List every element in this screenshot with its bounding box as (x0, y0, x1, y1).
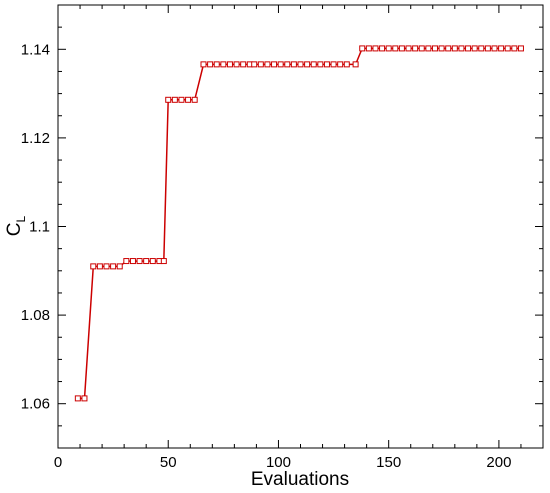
data-point (110, 263, 117, 270)
x-tick-label: 100 (266, 454, 291, 471)
data-point (405, 45, 412, 52)
data-point (240, 61, 247, 68)
axis-ticks (57, 4, 544, 449)
data-point (491, 45, 498, 52)
data-point (317, 61, 324, 68)
data-point (96, 263, 103, 270)
data-point (171, 96, 178, 103)
data-point (103, 263, 110, 270)
data-point (511, 45, 518, 52)
data-point (233, 61, 240, 68)
data-point (116, 263, 123, 270)
data-point (136, 258, 143, 265)
data-point (517, 45, 524, 52)
data-point (418, 45, 425, 52)
data-point (81, 395, 88, 402)
series-markers (74, 45, 524, 402)
y-axis-title: CL (4, 215, 28, 236)
data-point (149, 258, 156, 265)
x-tick-label: 50 (160, 454, 177, 471)
data-point (200, 61, 207, 68)
data-point (425, 45, 432, 52)
y-axis-title-main: C (4, 222, 25, 236)
y-tick-label: 1.06 (21, 396, 50, 413)
data-point (310, 61, 317, 68)
data-point (465, 45, 472, 52)
plot-frame (57, 4, 544, 449)
data-point (220, 61, 227, 68)
data-point (504, 45, 511, 52)
data-point (143, 258, 150, 265)
data-point (330, 61, 337, 68)
data-point (385, 45, 392, 52)
data-point (478, 45, 485, 52)
data-point (178, 96, 185, 103)
data-point (458, 45, 465, 52)
data-point (271, 61, 278, 68)
data-point (213, 61, 220, 68)
data-point (226, 61, 233, 68)
y-axis-title-sub: L (14, 215, 28, 222)
data-point (129, 258, 136, 265)
data-point (398, 45, 405, 52)
data-point (284, 61, 291, 68)
data-point (359, 45, 366, 52)
data-point (304, 61, 311, 68)
data-point (264, 61, 271, 68)
series-line (77, 47, 521, 400)
axis-tick-labels: 0 50 100 150 200 1.06 1.08 1.1 1.12 1.14 (21, 41, 512, 471)
data-point (290, 61, 297, 68)
data-point (297, 61, 304, 68)
data-point (471, 45, 478, 52)
data-point (257, 61, 264, 68)
data-point (191, 96, 198, 103)
data-point (431, 45, 438, 52)
data-point (251, 61, 258, 68)
data-point (379, 45, 386, 52)
data-point (451, 45, 458, 52)
data-point (185, 96, 192, 103)
y-tick-label: 1.08 (21, 307, 50, 324)
data-point (343, 61, 350, 68)
data-point (165, 96, 172, 103)
data-point (160, 258, 167, 265)
y-tick-label: 1.12 (21, 130, 50, 147)
svg-text:CL: CL (4, 215, 28, 236)
data-point (445, 45, 452, 52)
data-point (484, 45, 491, 52)
data-point (372, 45, 379, 52)
x-tick-label: 150 (376, 454, 401, 471)
data-point (74, 395, 81, 402)
x-tick-label: 200 (486, 454, 511, 471)
data-point (207, 61, 214, 68)
data-point (123, 258, 130, 265)
data-point (352, 61, 359, 68)
data-point (277, 61, 284, 68)
data-point (392, 45, 399, 52)
data-point (337, 61, 344, 68)
data-point (90, 263, 97, 270)
data-point (498, 45, 505, 52)
data-point (412, 45, 419, 52)
data-point (365, 45, 372, 52)
x-axis-title: Evaluations (251, 469, 349, 490)
y-tick-label: 1.14 (21, 41, 50, 58)
data-point (438, 45, 445, 52)
x-tick-label: 0 (54, 454, 62, 471)
data-point (323, 61, 330, 68)
y-tick-label: 1.1 (29, 219, 50, 236)
